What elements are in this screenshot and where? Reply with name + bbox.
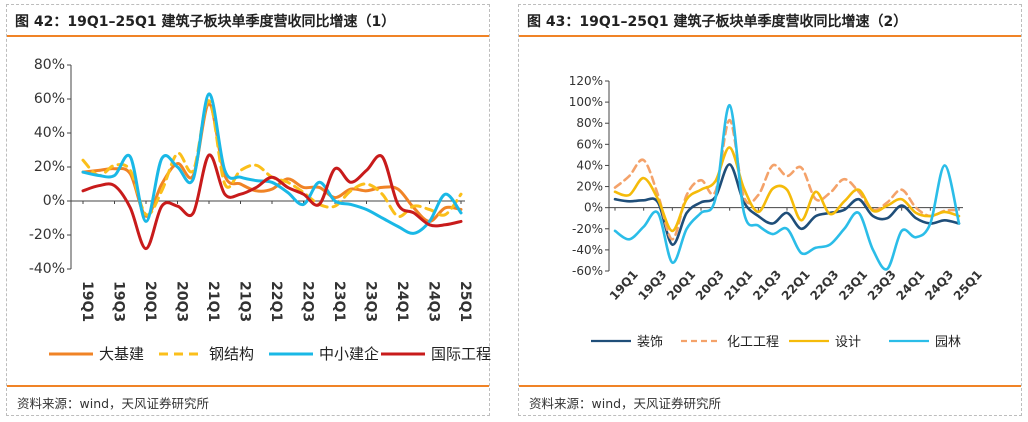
legend-label: 大基建 <box>99 345 144 363</box>
y-tick-label: -40% <box>29 261 65 277</box>
x-tick-label: 23Q1 <box>331 281 347 322</box>
chart-43: -60% -40% -20% 0% 20% 40% 60% 80% 100% 120% 19Q119… <box>569 74 985 350</box>
x-tick-label: 22Q3 <box>807 267 841 303</box>
x-tick-label: 23Q3 <box>865 267 899 303</box>
x-tick-label: 19Q1 <box>607 267 641 303</box>
x-tick-label: 19Q3 <box>111 281 127 322</box>
series-line-中小建企 <box>81 92 463 235</box>
series-line-大基建 <box>81 102 463 223</box>
x-tick-label: 24Q3 <box>922 267 956 303</box>
x-tick-label: 20Q3 <box>174 281 190 322</box>
x-tick-label: 19Q3 <box>635 267 669 303</box>
y-tick-label: 20% <box>576 180 603 194</box>
x-tick-label: 21Q3 <box>237 281 253 322</box>
x-tick-label: 24Q1 <box>893 267 927 303</box>
y-tick-label: 80% <box>576 116 603 130</box>
source-rule <box>519 385 1021 387</box>
x-tick-label: 25Q1 <box>951 267 985 303</box>
x-tick-label: 24Q1 <box>394 281 410 322</box>
y-tick-label: -40% <box>572 243 603 257</box>
x-tick-label: 20Q1 <box>142 281 158 322</box>
y-tick-label: -60% <box>572 264 603 278</box>
y-tick-label: 0% <box>584 201 603 215</box>
y-tick-label: 80% <box>34 57 65 73</box>
series-line-园林 <box>613 103 961 271</box>
y-tick-label: 20% <box>34 159 65 175</box>
y-tick-label: -20% <box>29 227 65 243</box>
x-tick-label: 24Q3 <box>426 281 442 322</box>
legend-label: 园林 <box>935 335 961 350</box>
x-tick-label: 22Q1 <box>268 281 284 322</box>
x-tick-label: 23Q3 <box>363 281 379 322</box>
x-tick-label: 22Q3 <box>300 281 316 322</box>
series-line-国际工程 <box>81 153 463 251</box>
x-tick-label: 21Q1 <box>205 281 221 322</box>
figure-43-panel: 图 43：19Q1–25Q1 建筑子板块单季度营收同比增速（2） -60% -40… <box>518 4 1022 416</box>
y-tick-label: 100% <box>569 95 603 109</box>
source-rule <box>7 385 489 387</box>
legend-label: 装饰 <box>637 335 663 350</box>
figure-42-source: 资料来源：wind，天风证券研究所 <box>17 396 210 411</box>
x-tick-label: 20Q3 <box>693 267 727 303</box>
series-line-化工工程 <box>613 118 961 241</box>
x-tick-label: 22Q1 <box>779 267 813 303</box>
figure-42-title: 图 42：19Q1–25Q1 建筑子板块单季度营收同比增速（1） <box>15 14 396 30</box>
y-tick-label: 40% <box>576 158 603 172</box>
y-tick-label: 40% <box>34 125 65 141</box>
x-tick-label: 19Q1 <box>79 281 95 322</box>
series-line-设计 <box>613 146 961 233</box>
chart-42: -40% -20% 0% 20% 40% 60% 80% 19Q1 19Q3 20Q1 20Q3 21… <box>29 57 491 363</box>
title-rule <box>519 35 1021 37</box>
legend-label: 化工工程 <box>727 335 779 350</box>
y-tick-label: 60% <box>576 137 603 151</box>
legend-label: 设计 <box>835 335 861 350</box>
y-tick-label: 120% <box>569 74 603 88</box>
figure-43-source: 资料来源：wind，天风证券研究所 <box>529 396 722 411</box>
y-tick-label: 60% <box>34 91 65 107</box>
y-tick-label: -20% <box>572 222 603 236</box>
x-tick-label: 21Q3 <box>750 267 784 303</box>
x-tick-label: 20Q1 <box>664 267 698 303</box>
figure-43-title: 图 43：19Q1–25Q1 建筑子板块单季度营收同比增速（2） <box>527 14 908 30</box>
x-tick-label: 25Q1 <box>457 281 473 322</box>
y-tick-label: 0% <box>43 193 65 209</box>
legend-label: 国际工程 <box>431 345 491 363</box>
series-line-装饰 <box>613 163 961 246</box>
x-tick-label: 23Q1 <box>836 267 870 303</box>
legend-label: 钢结构 <box>209 345 254 363</box>
figure-42-panel: 图 42：19Q1–25Q1 建筑子板块单季度营收同比增速（1） -40% -20… <box>6 4 491 416</box>
legend-label: 中小建企 <box>319 345 379 363</box>
x-tick-label: 21Q1 <box>721 267 755 303</box>
title-rule <box>7 35 489 37</box>
